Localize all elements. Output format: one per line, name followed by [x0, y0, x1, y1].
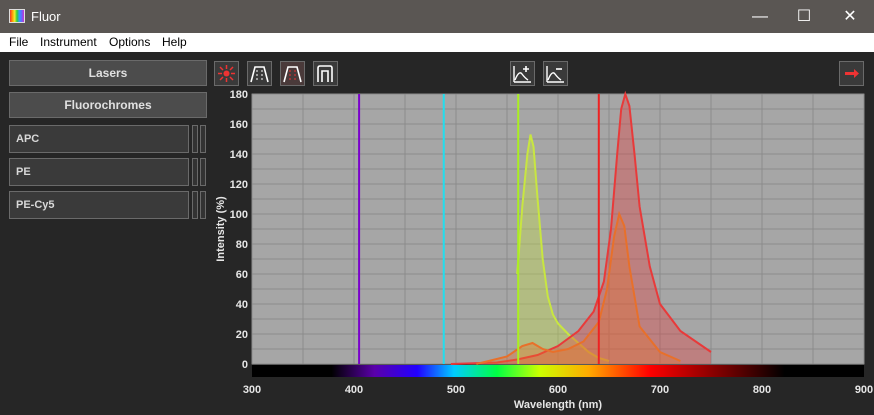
y-tick-label: 60 [236, 269, 248, 281]
y-tick-label: 140 [230, 149, 248, 161]
laser-icon [218, 65, 235, 82]
y-tick-label: 20 [236, 329, 248, 341]
lasers-button[interactable]: Lasers [9, 60, 207, 86]
add-spectrum-button[interactable] [510, 61, 535, 86]
title-bar: Fluor — ☐ ✕ [0, 0, 874, 33]
filter-band-red-icon [283, 66, 302, 83]
pecy5-toggle-1[interactable] [192, 191, 198, 219]
fluorochrome-item-pe[interactable]: PE [9, 158, 189, 186]
menu-instrument[interactable]: Instrument [40, 35, 97, 49]
y-tick-label: 180 [230, 89, 248, 101]
export-button[interactable] [839, 61, 864, 86]
x-tick-label: 300 [243, 384, 261, 396]
y-tick-label: 120 [230, 179, 248, 191]
series-area-pe-cy5 [476, 214, 681, 364]
pe-toggle-1[interactable] [192, 158, 198, 186]
y-tick-label: 40 [236, 299, 248, 311]
y-axis-label: Intensity (%) [215, 196, 227, 262]
apc-toggle-2[interactable] [200, 125, 206, 153]
minimize-button[interactable]: — [752, 8, 768, 25]
filter-cutoff-button[interactable] [313, 61, 338, 86]
laser-toggle-button[interactable] [214, 61, 239, 86]
filter-cutoff-icon [317, 65, 333, 82]
y-tick-label: 160 [230, 119, 248, 131]
pe-toggle-2[interactable] [200, 158, 206, 186]
y-tick-label: 0 [242, 359, 248, 371]
remove-spectrum-icon [546, 66, 564, 83]
maximize-button[interactable]: ☐ [796, 8, 812, 25]
fluorochrome-item-apc[interactable]: APC [9, 125, 189, 153]
window-title: Fluor [31, 9, 61, 24]
series-line-apc [450, 90, 712, 365]
series-area-pe [517, 134, 609, 364]
fluorochrome-item-pecy5[interactable]: PE-Cy5 [9, 191, 189, 219]
close-button[interactable]: ✕ [843, 8, 857, 25]
x-tick-label: 700 [651, 384, 669, 396]
remove-spectrum-button[interactable] [543, 61, 568, 86]
spectrum-chart[interactable]: 0 20 40 60 80 100 120 140 160 180 300 400 500 600 700 8… [210, 88, 874, 413]
filter-band-icon [250, 66, 269, 83]
menu-file[interactable]: File [9, 35, 29, 49]
filter-band-red-button[interactable] [280, 61, 305, 86]
y-tick-label: 80 [236, 239, 248, 251]
apc-toggle-1[interactable] [192, 125, 198, 153]
series-area-apc [450, 94, 711, 364]
menu-options[interactable]: Options [109, 35, 151, 49]
menu-bar: File Instrument Options Help [0, 33, 874, 52]
fluorochromes-button[interactable]: Fluorochromes [9, 92, 207, 118]
wavelength-spectrum-bar [252, 365, 864, 377]
app-icon [9, 9, 25, 23]
add-spectrum-icon [513, 66, 531, 83]
x-tick-label: 600 [549, 384, 567, 396]
menu-help[interactable]: Help [162, 35, 187, 49]
series-line-pe [516, 134, 610, 362]
x-tick-label: 900 [855, 384, 873, 396]
y-tick-label: 100 [230, 209, 248, 221]
x-tick-label: 500 [447, 384, 465, 396]
x-tick-label: 400 [345, 384, 363, 396]
filter-band-button[interactable] [247, 61, 272, 86]
pecy5-toggle-2[interactable] [200, 191, 206, 219]
x-tick-label: 800 [753, 384, 771, 396]
x-axis-label: Wavelength (nm) [514, 399, 603, 411]
export-arrow-icon [845, 69, 859, 78]
